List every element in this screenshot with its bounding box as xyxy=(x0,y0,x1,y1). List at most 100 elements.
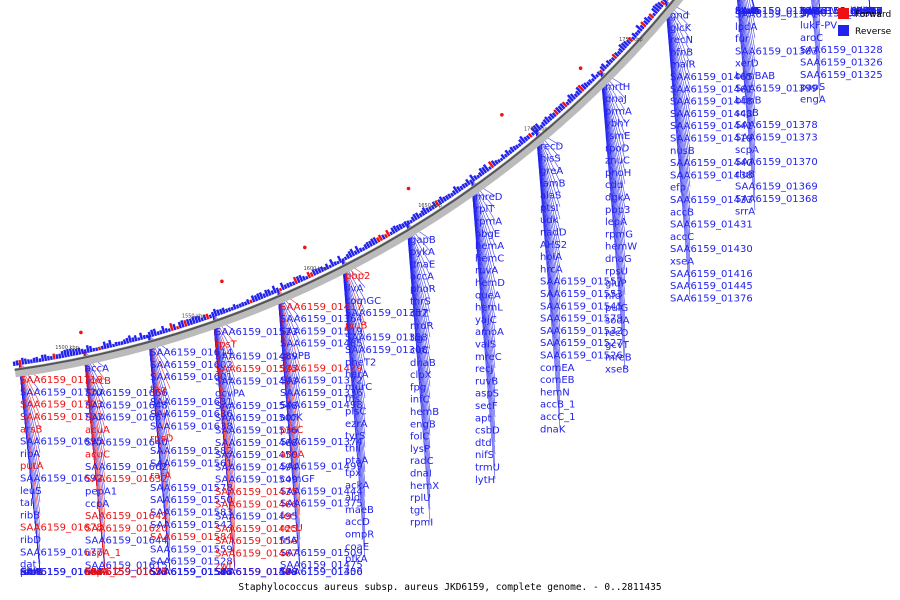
gene-connector xyxy=(600,71,626,222)
reverse-feature xyxy=(450,192,455,197)
gene-label: pheT2 xyxy=(345,357,376,368)
gene-connector xyxy=(665,0,691,113)
gene-label: SAA6159_01466 xyxy=(215,499,298,510)
gene-connector xyxy=(277,290,301,392)
gene-connector xyxy=(739,0,756,137)
gene-connector xyxy=(342,259,366,362)
ring-shadow xyxy=(14,0,684,378)
gene-label: pldB xyxy=(20,567,42,578)
gene-label: accA xyxy=(410,272,434,283)
reverse-feature xyxy=(586,81,591,86)
gene-label: SAA6159_01430 xyxy=(670,244,753,255)
reverse-feature xyxy=(147,331,152,338)
gene-label: apt xyxy=(475,413,491,424)
gene-label: scpA xyxy=(735,145,759,156)
gene-connector xyxy=(740,0,756,112)
forward-feature xyxy=(487,160,495,169)
reverse-feature xyxy=(616,50,622,56)
gene-label: rpmI xyxy=(410,518,433,529)
gene-connector xyxy=(743,0,756,76)
gene-label: ald1 xyxy=(850,6,872,17)
forward-feature xyxy=(383,233,389,239)
reverse-feature xyxy=(138,332,144,341)
gene-label: SAA6159_01642 xyxy=(85,511,168,522)
gene-connector xyxy=(212,315,236,430)
gene-label: SAA6159_01498 xyxy=(280,400,363,411)
gene-label: phoR xyxy=(410,284,436,295)
forward-feature xyxy=(205,313,210,320)
forward-feature-glyph xyxy=(79,330,83,335)
reverse-feature xyxy=(599,65,606,72)
gene-label: SAA6159_01364 xyxy=(280,314,363,325)
map-caption: Staphylococcus aureus subsp. aureus JKD6… xyxy=(238,582,661,593)
reverse-feature xyxy=(230,306,234,311)
gene-label: plsC xyxy=(345,407,366,418)
reverse-feature xyxy=(27,359,31,364)
reverse-feature xyxy=(238,303,243,308)
gene-label: aroA xyxy=(850,6,873,17)
gene-label: recD xyxy=(540,141,564,152)
reverse-feature xyxy=(156,331,160,336)
reverse-feature xyxy=(172,323,177,331)
reverse-feature xyxy=(438,196,445,204)
reverse-feature xyxy=(196,315,202,323)
gene-connector xyxy=(745,0,756,51)
gene-connector xyxy=(471,180,496,319)
gene-label: SAA6159_01508 xyxy=(215,567,298,578)
gene-label: rpoD xyxy=(605,143,630,154)
gene-connector xyxy=(471,180,496,270)
gene-connector xyxy=(600,71,626,209)
gene-label: SAA6159_01416 xyxy=(670,269,753,280)
reverse-feature xyxy=(652,12,657,17)
gene-connector xyxy=(83,351,106,442)
gene-label: SAA6159_01557 xyxy=(540,277,623,288)
gene-label: hemC xyxy=(475,253,504,264)
gene-label: scpB xyxy=(735,108,759,119)
reverse-feature xyxy=(557,105,564,112)
reverse-feature xyxy=(112,343,116,348)
reverse-feature xyxy=(15,360,19,366)
forward-feature xyxy=(660,0,666,6)
reverse-feature xyxy=(461,183,467,189)
reverse-feature xyxy=(324,263,330,270)
gene-label: pepA1 xyxy=(85,487,117,498)
gene-label: ompR xyxy=(345,530,374,541)
gene-connector-lines xyxy=(18,0,871,572)
gene-label: ohr xyxy=(85,567,102,578)
gene-label: ezrA xyxy=(345,419,368,430)
gene-label: gluP xyxy=(605,279,627,290)
reverse-feature xyxy=(503,153,508,158)
reverse-feature xyxy=(381,234,386,240)
reverse-feature xyxy=(539,124,544,129)
reverse-feature xyxy=(319,266,325,273)
gene-label: csbD xyxy=(475,426,500,437)
gene-connector xyxy=(748,0,756,26)
reverse-feature xyxy=(459,185,464,191)
reverse-feature xyxy=(631,32,638,39)
gene-label: SAA6159_01489 xyxy=(215,352,298,363)
gene-label: uspA_1 xyxy=(85,548,121,559)
gene-label: tpx xyxy=(345,468,361,479)
reverse-feature xyxy=(465,178,471,186)
gene-label: obgE xyxy=(475,229,500,240)
reverse-feature xyxy=(566,94,574,102)
gene-label: SAA6159_01636 xyxy=(150,409,233,420)
gene-label: SAA6159_01438 xyxy=(670,170,753,181)
gene-label: fur xyxy=(735,34,750,45)
gene-label: leuS xyxy=(20,486,42,497)
gene-label: SAA6159_01631 xyxy=(150,397,233,408)
reverse-feature xyxy=(464,182,469,188)
gene-label: dgkA xyxy=(605,193,630,204)
gene-label: papS xyxy=(800,82,825,93)
forward-feature-glyph xyxy=(220,279,224,284)
gene-label: SAA6159_01546 xyxy=(150,567,233,578)
gene-label: ispA xyxy=(735,6,756,17)
gene-label: SAA6159_01417 xyxy=(280,302,363,313)
gene-label: lepA xyxy=(605,217,627,228)
gene-connector xyxy=(277,290,301,380)
gene-label: SAA6159_01368 xyxy=(735,194,818,205)
gene-label: AHS2 xyxy=(540,240,567,251)
gene-label: SAA6159_01632 xyxy=(85,474,168,485)
gene-label: SAA6159_01372 xyxy=(280,376,363,387)
gene-label: piuB xyxy=(345,320,367,331)
